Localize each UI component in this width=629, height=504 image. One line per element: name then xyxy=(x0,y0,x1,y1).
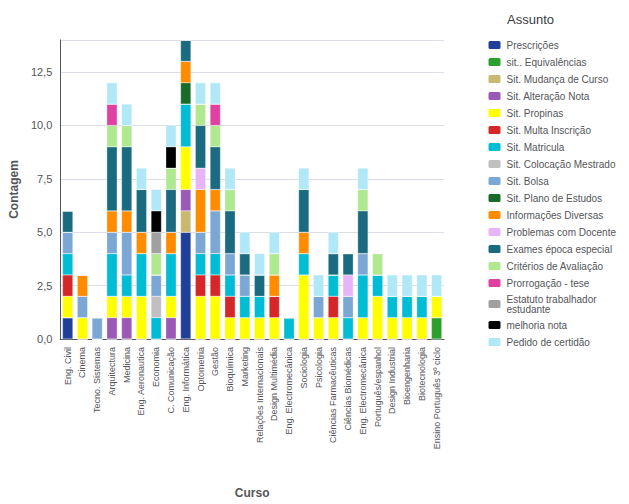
svg-text:Eng. Informática: Eng. Informática xyxy=(181,347,191,413)
svg-text:Estatuto trabalhador: Estatuto trabalhador xyxy=(506,293,597,305)
svg-text:Sit. Matricula: Sit. Matricula xyxy=(507,142,565,153)
svg-text:Eng. Aeronautica: Eng. Aeronautica xyxy=(136,347,146,416)
svg-text:Eng. Civil: Eng. Civil xyxy=(63,347,73,385)
svg-text:10,0: 10,0 xyxy=(31,119,52,131)
svg-text:Cinema: Cinema xyxy=(77,347,87,378)
svg-text:Optometria: Optometria xyxy=(196,347,206,392)
svg-text:Critérios de Avaliação: Critérios de Avaliação xyxy=(507,261,604,272)
svg-text:Prescrições: Prescrições xyxy=(507,40,559,51)
svg-text:Prorrogação - tese: Prorrogação - tese xyxy=(507,278,590,289)
svg-text:Contagem: Contagem xyxy=(7,160,21,219)
svg-text:Eng. Electromecânica: Eng. Electromecânica xyxy=(358,347,368,435)
svg-text:Sit. Mudança de Curso: Sit. Mudança de Curso xyxy=(507,74,609,85)
svg-text:Sit. Alteração Nota: Sit. Alteração Nota xyxy=(507,91,590,102)
svg-text:Informações Diversas: Informações Diversas xyxy=(507,210,604,221)
svg-text:Ciências Biomédicas: Ciências Biomédicas xyxy=(343,347,353,431)
svg-text:12,5: 12,5 xyxy=(31,66,52,78)
svg-text:Sit. Multa Inscrição: Sit. Multa Inscrição xyxy=(507,125,592,136)
svg-text:Assunto: Assunto xyxy=(507,12,554,27)
svg-text:Bioengenharia: Bioengenharia xyxy=(402,347,412,405)
svg-text:melhoria nota: melhoria nota xyxy=(507,320,568,331)
svg-text:0,0: 0,0 xyxy=(37,333,52,345)
svg-text:Marketing: Marketing xyxy=(240,347,250,387)
svg-text:sit.. Equivalências: sit.. Equivalências xyxy=(507,57,587,68)
svg-text:2,5: 2,5 xyxy=(37,280,52,292)
svg-text:Medicina: Medicina xyxy=(122,347,132,383)
svg-text:Ensino Português 3º ciclo: Ensino Português 3º ciclo xyxy=(432,347,442,449)
svg-text:7,5: 7,5 xyxy=(37,173,52,185)
svg-text:Sit. Propinas: Sit. Propinas xyxy=(507,108,564,119)
svg-text:Biotecnologia: Biotecnologia xyxy=(417,347,427,401)
svg-text:Economia: Economia xyxy=(151,347,161,387)
svg-text:Sit. Bolsa: Sit. Bolsa xyxy=(507,176,550,187)
svg-text:Eng. Electromecânica: Eng. Electromecânica xyxy=(284,347,294,435)
svg-text:Gestão: Gestão xyxy=(210,347,220,376)
svg-text:Psicologia: Psicologia xyxy=(314,347,324,388)
svg-text:Sit. Plano de Estudos: Sit. Plano de Estudos xyxy=(507,193,603,204)
svg-text:Sociologia: Sociologia xyxy=(299,347,309,389)
svg-text:Arquitectura: Arquitectura xyxy=(107,347,117,396)
svg-text:5,0: 5,0 xyxy=(37,226,52,238)
svg-text:estudante: estudante xyxy=(507,304,551,315)
svg-text:Português/espanhol: Português/espanhol xyxy=(373,347,383,427)
svg-text:C. Comunicação: C. Comunicação xyxy=(166,347,176,414)
svg-text:Design Industrial: Design Industrial xyxy=(387,347,397,414)
svg-text:Ciências Farmacêuticas: Ciências Farmacêuticas xyxy=(328,347,338,444)
svg-text:Design Multimédia: Design Multimédia xyxy=(269,347,279,421)
svg-text:Pedido de certidão: Pedido de certidão xyxy=(507,337,591,348)
svg-text:Curso: Curso xyxy=(235,486,270,500)
svg-text:Tecno. Sistemas: Tecno. Sistemas xyxy=(92,347,102,414)
svg-text:Sit. Colocação Mestrado: Sit. Colocação Mestrado xyxy=(507,159,616,170)
svg-text:Exames época especial: Exames época especial xyxy=(507,244,613,255)
svg-text:Bioquímica: Bioquímica xyxy=(225,347,235,392)
svg-text:Problemas com Docente: Problemas com Docente xyxy=(507,227,617,238)
svg-text:Relações Internacionais: Relações Internacionais xyxy=(255,347,265,444)
